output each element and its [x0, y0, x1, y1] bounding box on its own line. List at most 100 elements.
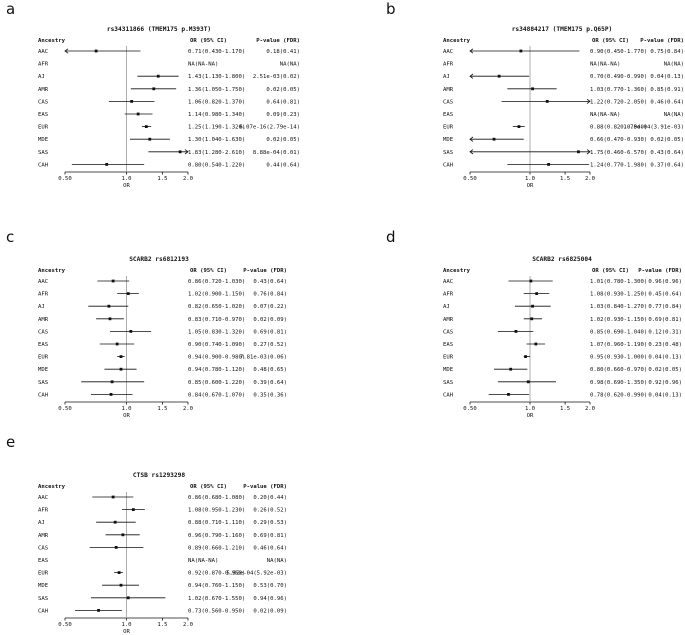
or-marker [534, 342, 538, 346]
x-tick-label: 1.5 [157, 622, 167, 628]
p-value: 0.04(0.13) [648, 355, 682, 361]
ancestry-label: AAC [38, 279, 48, 285]
ancestry-label: SAS [38, 380, 48, 386]
x-tick-label: 2.0 [183, 622, 193, 628]
or-ci-value: 0.94(0.780-1.120) [188, 367, 245, 373]
or-ci-value: 0.85(0.690-1.040) [590, 329, 647, 335]
p-value: 0.92(0.96) [648, 380, 682, 386]
or-ci-value: 1.14(0.980-1.340) [188, 112, 245, 118]
x-tick-label: 1.0 [121, 406, 131, 412]
or-ci-value: 0.90(0.450-1.770) [590, 49, 647, 55]
ancestry-label: AJ [443, 304, 450, 310]
or-ci-value: 0.94(0.760-1.150) [188, 583, 245, 589]
p-value: 0.29(0.53) [253, 520, 287, 526]
p-value: 0.69(0.81) [648, 317, 682, 323]
p-value: 6.07e-16(2.79e-14) [239, 125, 300, 131]
ancestry-label: EUR [443, 355, 454, 361]
forest-plot-svg-c: c SCARB2 rs6812193 Ancestry OR (95% CI) P-va… [6, 228, 287, 419]
ancestry-label: AFR [443, 62, 454, 68]
ancestry-label: AJ [443, 74, 450, 80]
or-marker [97, 609, 100, 612]
x-tick-label: 1.5 [157, 406, 167, 412]
or-marker [531, 304, 534, 308]
or-ci-value: NA(NA-NA) [188, 558, 218, 564]
ci-arrow-left [469, 48, 474, 54]
panel-letter: a [6, 0, 15, 18]
p-value: 0.35(0.36) [253, 392, 287, 398]
or-ci-value: 0.82(0.650-1.020) [188, 304, 245, 310]
panel-title: SCARB2 rs6825004 [532, 256, 592, 263]
x-tick-label: 1.5 [560, 406, 570, 412]
or-ci-value: 1.06(0.820-1.370) [188, 99, 245, 105]
x-axis-title: OR [527, 183, 534, 189]
or-ci-value: 0.90(0.740-1.090) [188, 342, 245, 348]
x-tick-label: 2.0 [183, 176, 193, 182]
p-value: 0.46(0.64) [650, 99, 684, 105]
or-marker [111, 495, 115, 499]
ancestry-label: AJ [38, 74, 45, 80]
p-value: 0.12(0.31) [648, 329, 682, 335]
or-ci-value: 1.03(0.770-1.360) [590, 87, 647, 93]
or-marker [131, 508, 135, 511]
column-header-pvalue: P-value (FDR) [243, 268, 287, 274]
p-value: 0.43(0.64) [253, 279, 287, 285]
x-tick-label: 0.50 [58, 176, 71, 182]
ancestry-label: EAS [443, 342, 453, 348]
or-marker [526, 380, 530, 384]
ancestry-label: CAS [38, 545, 48, 551]
x-tick-label: 1.0 [121, 176, 131, 182]
column-header-pvalue: P-value (FDR) [640, 38, 684, 44]
ancestry-label: EUR [443, 125, 454, 131]
column-header-ancestry: Ancestry [443, 268, 471, 274]
ancestry-label: EUR [38, 125, 49, 131]
ci-arrow-left [469, 136, 474, 142]
or-marker [577, 150, 580, 154]
ci-arrow-right [184, 149, 189, 155]
ancestry-label: SAS [38, 596, 48, 602]
forest-panel-d: d SCARB2 rs6825004 Ancestry OR (95% CI) P-va… [380, 228, 685, 433]
ancestry-label: CAH [38, 162, 48, 168]
or-ci-value: 0.86(0.720-1.030) [188, 279, 245, 285]
or-ci-value: 0.86(0.680-1.080) [188, 495, 245, 501]
ancestry-label: EAS [38, 558, 48, 564]
x-tick-label: 1.5 [560, 176, 570, 182]
p-value: 0.77(0.84) [648, 304, 682, 310]
ancestry-label: EAS [38, 342, 48, 348]
x-axis-title: OR [123, 629, 130, 635]
or-marker [119, 367, 123, 371]
p-value: 0.02(0.09) [253, 317, 287, 323]
or-marker [108, 317, 112, 321]
ci-arrow-right [586, 98, 591, 104]
p-value: 0.37(0.64) [650, 162, 684, 168]
p-value: 0.45(0.64) [648, 292, 682, 298]
p-value: 0.64(0.81) [266, 99, 300, 105]
x-tick-label: 0.50 [463, 406, 476, 412]
or-ci-value: 0.84(0.670-1.070) [188, 392, 245, 398]
or-marker [519, 49, 523, 53]
ancestry-label: AFR [38, 292, 49, 298]
x-tick-label: 0.50 [463, 176, 476, 182]
ancestry-label: CAS [38, 329, 48, 335]
p-value: 0.43(0.64) [650, 150, 684, 156]
or-ci-value: 1.75(0.460-6.570) [590, 150, 647, 156]
ancestry-label: SAS [443, 150, 453, 156]
panel-title: SCARB2 rs6812193 [129, 256, 189, 263]
x-tick-label: 1.0 [121, 622, 131, 628]
or-marker [121, 533, 125, 537]
panel-letter: e [6, 433, 15, 451]
panel-title: rs34884217 (TMEM175 p.Q65P) [512, 26, 613, 33]
ancestry-label: AMR [38, 87, 49, 93]
panel-letter: c [6, 228, 14, 246]
or-marker [535, 292, 539, 295]
p-value: 0.26(0.52) [253, 508, 287, 514]
column-header-ancestry: Ancestry [38, 268, 66, 274]
ancestry-label: SAS [443, 380, 453, 386]
column-header-ancestry: Ancestry [38, 38, 66, 44]
or-marker [507, 393, 510, 396]
x-tick-label: 0.50 [58, 622, 71, 628]
or-marker [156, 74, 160, 78]
or-ci-value: 1.02(0.670-1.550) [188, 596, 245, 602]
ancestry-label: MDE [38, 137, 49, 143]
column-header-pvalue: P-value (FDR) [638, 268, 682, 274]
panel-letter: b [386, 0, 396, 18]
